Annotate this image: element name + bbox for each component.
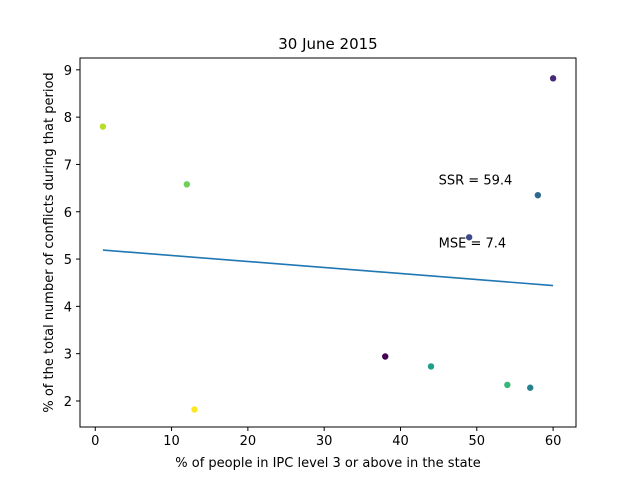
y-tick-label: 3 (64, 348, 72, 363)
x-tick-label: 40 (392, 434, 409, 449)
data-point (504, 381, 511, 389)
data-point (183, 181, 191, 188)
y-tick-label: 5 (64, 253, 72, 268)
y-axis-label: % of the total number of conflicts durin… (42, 72, 57, 412)
data-point (99, 123, 107, 130)
axes-frame (79, 57, 577, 428)
y-tick-label: 8 (64, 111, 72, 126)
data-point (191, 406, 198, 413)
x-tick-label: 60 (545, 434, 562, 449)
y-tick-label: 2 (64, 395, 72, 410)
x-tick-label: 0 (91, 434, 99, 449)
x-tick-label: 20 (240, 434, 257, 449)
data-point (465, 234, 473, 241)
x-tick-label: 30 (316, 434, 333, 449)
x-axis-label: % of people in IPC level 3 or above in t… (175, 456, 480, 471)
annotation-text: SSR = 59.4 (439, 173, 513, 188)
data-point (549, 75, 557, 82)
annotations: SSR = 59.4 MSE = 7.4 (439, 173, 513, 251)
annotation-text: MSE = 7.4 (439, 237, 507, 252)
y-tick-label: 7 (64, 158, 72, 173)
data-point (527, 384, 534, 391)
data-point (427, 363, 435, 370)
data-point (382, 353, 389, 360)
y-tick-label: 9 (64, 64, 72, 79)
data-point (534, 191, 542, 199)
y-tick-label: 4 (64, 300, 72, 315)
regression-line (102, 249, 554, 287)
x-axis: 0 10 20 30 40 50 60 (91, 427, 561, 449)
y-axis: 2 3 4 5 6 7 8 9 (64, 64, 80, 410)
y-tick-label: 6 (64, 206, 72, 221)
x-tick-label: 10 (163, 434, 180, 449)
plot-area (99, 75, 557, 413)
x-tick-label: 50 (469, 434, 486, 449)
chart-title: 30 June 2015 (278, 35, 377, 53)
